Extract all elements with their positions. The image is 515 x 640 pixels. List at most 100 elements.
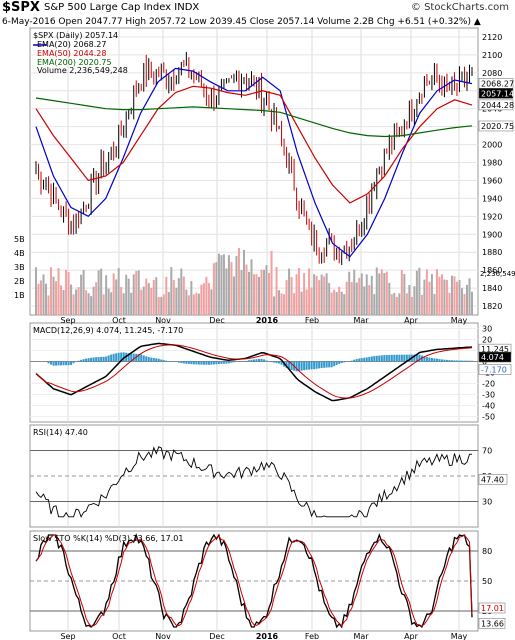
volume-bar bbox=[373, 294, 376, 315]
volume-bar bbox=[270, 250, 273, 315]
macd-histogram-bar bbox=[330, 361, 333, 368]
macd-histogram-bar bbox=[453, 360, 456, 362]
macd-histogram-bar bbox=[95, 357, 98, 362]
macd-histogram-bar bbox=[210, 361, 213, 365]
volume-bar bbox=[418, 267, 421, 315]
macd-histogram-bar bbox=[363, 357, 366, 362]
price-tag-label: 2044.28 bbox=[481, 101, 514, 110]
volume-tick-label: 2B bbox=[14, 277, 25, 286]
volume-bar bbox=[273, 296, 276, 315]
macd-histogram-bar bbox=[448, 360, 451, 362]
volume-bar bbox=[55, 281, 58, 315]
macd-tag-label: -7.170 bbox=[481, 365, 507, 374]
volume-bar bbox=[313, 274, 316, 315]
volume-bar bbox=[230, 262, 233, 315]
macd-histogram-bar bbox=[255, 359, 258, 362]
macd-tick-label: -50 bbox=[482, 413, 495, 422]
volume-bar bbox=[190, 281, 193, 315]
macd-histogram-bar bbox=[165, 360, 168, 362]
x-tick-label: Oct bbox=[112, 632, 126, 640]
macd-histogram-bar bbox=[195, 361, 198, 365]
volume-bar bbox=[293, 293, 296, 315]
sto-tag-label: 17.01 bbox=[481, 604, 504, 613]
volume-bar bbox=[225, 268, 228, 315]
volume-bar bbox=[320, 274, 323, 315]
volume-bar bbox=[60, 285, 63, 315]
macd-histogram-bar bbox=[313, 361, 316, 370]
volume-bar bbox=[308, 268, 311, 315]
x-tick-label: 2016 bbox=[256, 316, 279, 325]
macd-histogram-bar bbox=[383, 355, 386, 362]
volume-bar bbox=[318, 280, 321, 315]
macd-histogram-bar bbox=[47, 361, 50, 364]
volume-bar bbox=[45, 283, 48, 315]
volume-bar bbox=[448, 292, 451, 315]
volume-bar bbox=[120, 286, 123, 315]
volume-bar bbox=[260, 269, 263, 315]
macd-histogram-bar bbox=[380, 355, 383, 362]
volume-bar bbox=[122, 293, 125, 315]
volume-bar bbox=[370, 275, 373, 315]
price-bars bbox=[35, 51, 473, 266]
macd-histogram-bar bbox=[107, 355, 110, 362]
macd-histogram-bar bbox=[373, 356, 376, 362]
volume-bar bbox=[205, 276, 208, 315]
volume-bar bbox=[275, 267, 278, 315]
macd-histogram-bar bbox=[50, 361, 53, 365]
rsi-tick-label: 30 bbox=[482, 498, 492, 507]
volume-bar bbox=[220, 255, 223, 315]
price-tag bbox=[478, 88, 514, 99]
macd-histogram-bar bbox=[102, 356, 105, 362]
volume-bar bbox=[428, 281, 431, 315]
macd-histogram-bar bbox=[375, 355, 378, 362]
macd-histogram-bar bbox=[247, 360, 250, 362]
legend-volume: Volume 2,236,549,248 bbox=[37, 66, 128, 75]
macd-histogram-bar bbox=[433, 358, 436, 362]
volume-bar bbox=[335, 291, 338, 315]
volume-bar bbox=[345, 281, 348, 315]
volume-bar bbox=[453, 276, 456, 315]
macd-histogram-bar bbox=[200, 361, 203, 365]
price-tag-label: 2057.14 bbox=[481, 89, 514, 98]
volume-bar bbox=[77, 287, 80, 315]
macd-histogram-bar bbox=[160, 359, 163, 362]
volume-bar bbox=[360, 273, 363, 315]
macd-histogram-bar bbox=[258, 358, 261, 362]
macd-histogram-bar bbox=[220, 361, 223, 364]
volume-bar bbox=[192, 294, 195, 315]
volume-bar bbox=[187, 295, 190, 315]
y-tick-label: 1960 bbox=[482, 176, 502, 185]
volume-bar bbox=[90, 296, 93, 315]
macd-histogram-bar bbox=[340, 361, 343, 364]
macd-histogram-bar bbox=[403, 354, 406, 362]
volume-bar bbox=[150, 287, 153, 315]
macd-histogram-bar bbox=[147, 356, 150, 362]
volume-bar bbox=[295, 274, 298, 315]
volume-bar bbox=[67, 272, 70, 315]
volume-bar bbox=[458, 280, 461, 315]
x-tick-label: Feb bbox=[305, 632, 319, 640]
macd-tag-label: 4.074 bbox=[481, 353, 504, 362]
y-tick-label: 1940 bbox=[482, 194, 502, 203]
volume-bar bbox=[255, 274, 258, 315]
volume-bar bbox=[380, 269, 383, 315]
volume-bar bbox=[215, 262, 218, 315]
volume-bar bbox=[37, 283, 40, 315]
credit-label: © StockCharts.com bbox=[410, 2, 509, 13]
macd-histogram-bar bbox=[350, 360, 353, 362]
macd-histogram-bar bbox=[385, 355, 388, 362]
volume-bar bbox=[107, 288, 110, 315]
y-tick-label: 1860 bbox=[482, 266, 502, 275]
volume-bar bbox=[305, 289, 308, 315]
volume-bar bbox=[330, 292, 333, 315]
macd-histogram-bar bbox=[142, 355, 145, 362]
macd-histogram-bar bbox=[405, 354, 408, 362]
macd-histogram-bar bbox=[72, 361, 75, 364]
ema-line-EMA(200) bbox=[35, 97, 473, 138]
macd-histogram-bar bbox=[207, 361, 210, 365]
macd-histogram-bar bbox=[428, 357, 431, 362]
volume-bar bbox=[343, 294, 346, 315]
macd-histogram-bar bbox=[303, 361, 306, 371]
quote-line: 6-May-2016 Open 2047.77 High 2057.72 Low… bbox=[2, 17, 481, 27]
macd-histogram-bar bbox=[298, 361, 301, 372]
